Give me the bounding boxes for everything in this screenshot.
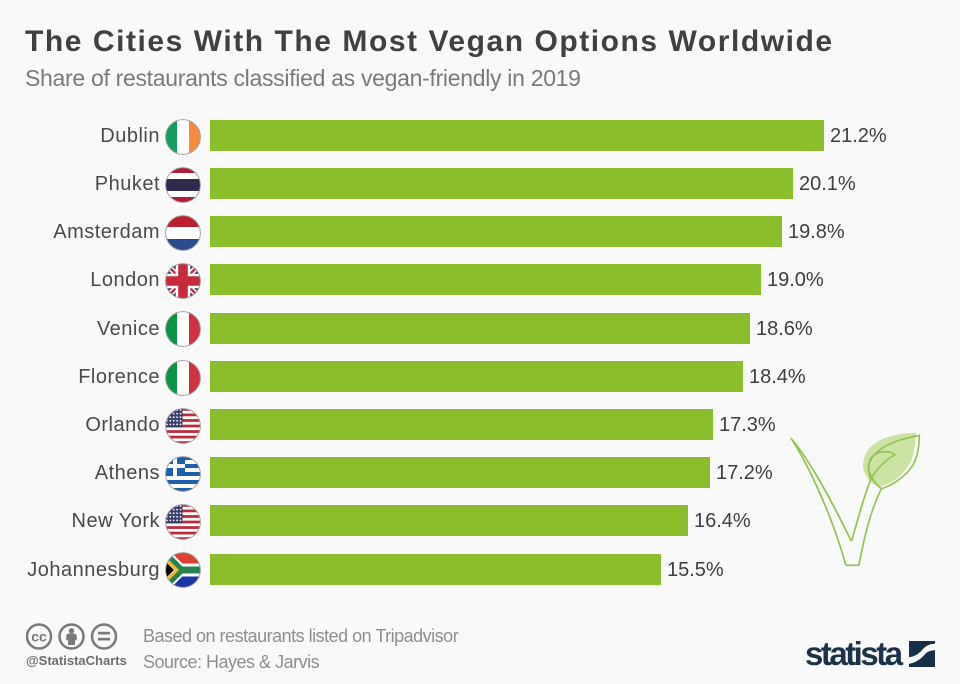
svg-text:cc: cc [31, 629, 47, 645]
